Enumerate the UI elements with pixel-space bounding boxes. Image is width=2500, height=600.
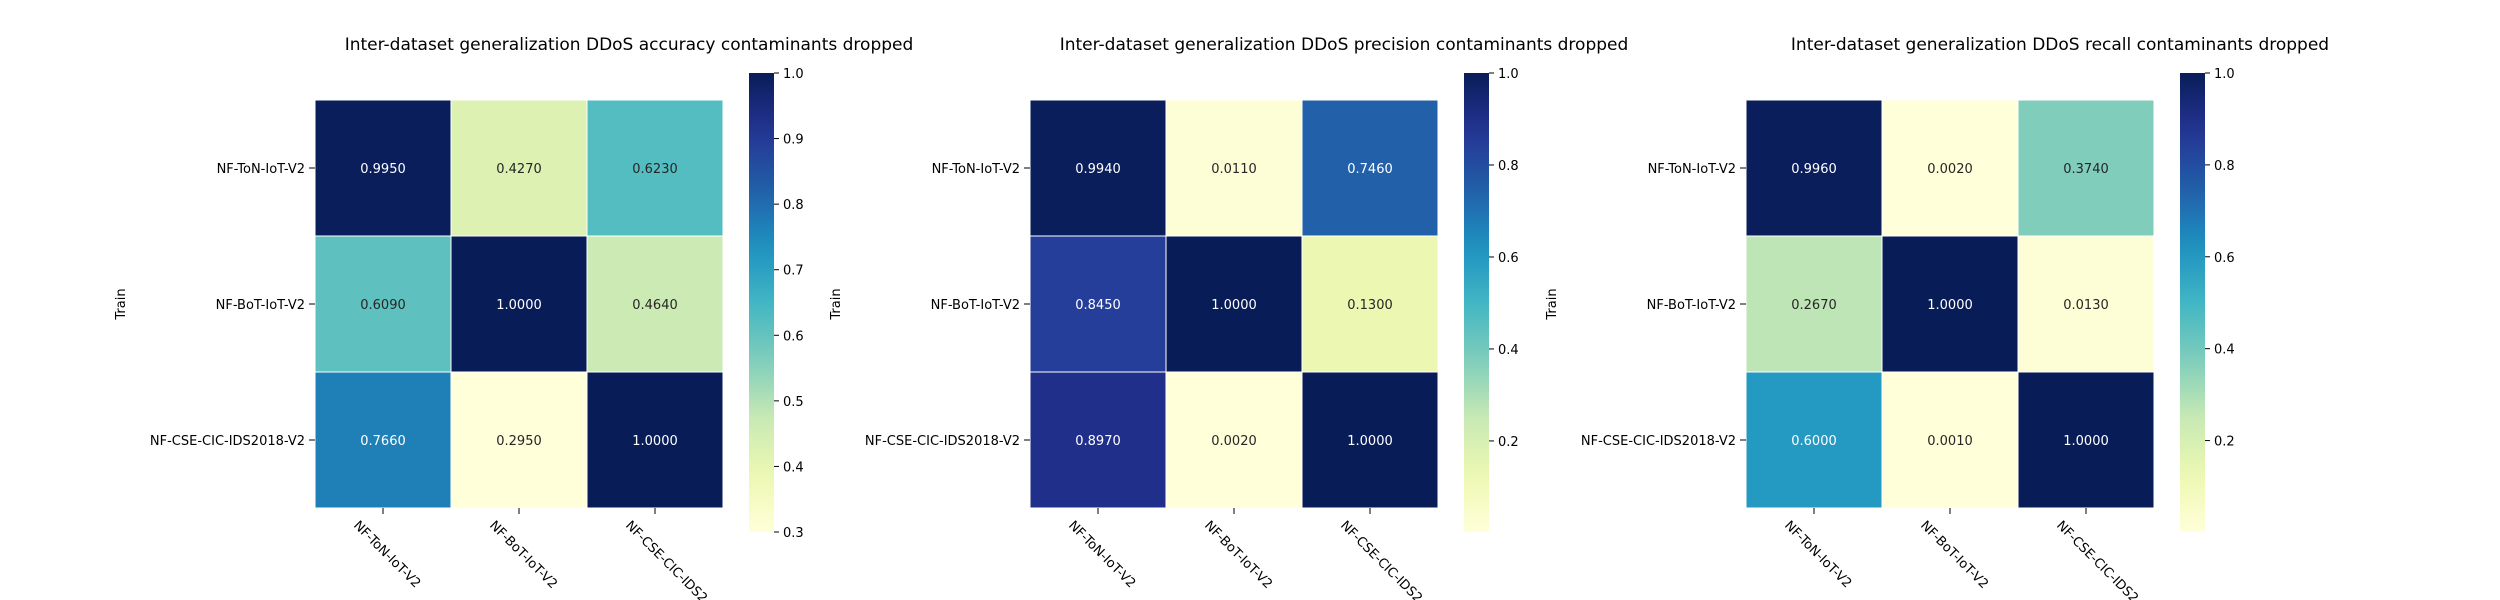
cell-value-label: 0.6090 [360, 298, 406, 313]
chart-title: Inter-dataset generalization DDoS precis… [1060, 35, 1629, 55]
cell-value-label: 1.0000 [1347, 434, 1393, 449]
cell-value-label: 0.2670 [1791, 298, 1837, 313]
cell-value-label: 0.9950 [360, 162, 406, 177]
heatmap-cell [1881, 235, 2019, 373]
y-axis-label: Train [829, 288, 844, 320]
cell-value-label: 0.2950 [496, 434, 542, 449]
heatmap-cell [2017, 235, 2155, 373]
heatmap-cell [1745, 99, 1883, 237]
y-tick-label: NF-BoT-IoT-V2 [216, 298, 305, 313]
y-tick-label: NF-ToN-IoT-V2 [932, 162, 1020, 177]
cell-value-label: 0.0010 [1927, 434, 1973, 449]
heatmap-cell [1301, 99, 1439, 237]
heatmap-cell [2017, 371, 2155, 509]
cell-value-label: 1.0000 [496, 298, 542, 313]
colorbar [749, 73, 774, 532]
colorbar-tick-label: 0.2 [1498, 435, 1519, 450]
colorbar-tick-label: 0.4 [783, 460, 804, 475]
colorbar-tick-label: 0.6 [2214, 251, 2235, 266]
heatmap-cell [586, 99, 724, 237]
cell-value-label: 0.3740 [2063, 162, 2109, 177]
colorbar-tick-label: 1.0 [1498, 67, 1519, 82]
colorbar-tick-label: 0.9 [783, 133, 804, 148]
cell-value-label: 0.1300 [1347, 298, 1393, 313]
heatmap-panel-1: Inter-dataset generalization DDoS accura… [114, 35, 913, 600]
cell-value-label: 0.0020 [1927, 162, 1973, 177]
x-tick-label: NF-CSE-CIC-IDS2 [1337, 518, 1425, 600]
heatmap-cell [1881, 99, 2019, 237]
cell-value-label: 1.0000 [2063, 434, 2109, 449]
colorbar-tick-label: 0.2 [2214, 435, 2235, 450]
colorbar-tick-label: 0.3 [783, 526, 804, 541]
heatmap-cell [1029, 371, 1167, 509]
colorbar-tick-label: 1.0 [783, 67, 804, 82]
y-axis-label: Train [114, 288, 129, 320]
colorbar-tick-label: 0.4 [2214, 343, 2235, 358]
chart-title: Inter-dataset generalization DDoS recall… [1791, 35, 2329, 55]
y-tick-label: NF-ToN-IoT-V2 [1648, 162, 1736, 177]
cell-value-label: 1.0000 [1927, 298, 1973, 313]
heatmap-cell [586, 235, 724, 373]
x-tick-label: NF-BoT-IoT-V2 [1917, 518, 1991, 592]
cell-value-label: 0.8970 [1075, 434, 1121, 449]
y-axis-label: Train [1545, 288, 1560, 320]
cell-value-label: 0.9960 [1791, 162, 1837, 177]
cell-value-label: 0.9940 [1075, 162, 1121, 177]
heatmap-cell [1881, 371, 2019, 509]
cell-value-label: 0.7660 [360, 434, 406, 449]
cell-value-label: 0.6230 [632, 162, 678, 177]
cell-value-label: 1.0000 [632, 434, 678, 449]
heatmap-cell [1165, 99, 1303, 237]
colorbar-tick-label: 0.8 [1498, 159, 1519, 174]
x-tick-label: NF-BoT-IoT-V2 [1201, 518, 1275, 592]
x-tick-label: NF-ToN-IoT-V2 [1781, 518, 1854, 591]
heatmap-cell [1301, 235, 1439, 373]
y-tick-label: NF-CSE-CIC-IDS2018-V2 [1581, 434, 1736, 449]
cell-value-label: 0.4270 [496, 162, 542, 177]
y-tick-label: NF-BoT-IoT-V2 [1647, 298, 1736, 313]
y-tick-label: NF-ToN-IoT-V2 [217, 162, 305, 177]
chart-title: Inter-dataset generalization DDoS accura… [345, 35, 914, 55]
cell-value-label: 1.0000 [1211, 298, 1257, 313]
cell-value-label: 0.0020 [1211, 434, 1257, 449]
y-tick-label: NF-CSE-CIC-IDS2018-V2 [150, 434, 305, 449]
x-tick-label: NF-ToN-IoT-V2 [1065, 518, 1138, 591]
x-tick-label: NF-CSE-CIC-IDS2 [622, 518, 710, 600]
heatmap-cell [2017, 99, 2155, 237]
cell-value-label: 0.6000 [1791, 434, 1837, 449]
heatmap-cell [450, 235, 588, 373]
colorbar-tick-label: 0.4 [1498, 343, 1519, 358]
colorbar-tick-label: 0.8 [2214, 159, 2235, 174]
y-tick-label: NF-BoT-IoT-V2 [931, 298, 1020, 313]
colorbar-tick-label: 1.0 [2214, 67, 2235, 82]
cell-value-label: 0.8450 [1075, 298, 1121, 313]
colorbar-tick-label: 0.8 [783, 198, 804, 213]
x-tick-label: NF-BoT-IoT-V2 [486, 518, 560, 592]
colorbar-tick-label: 0.7 [783, 264, 804, 279]
y-tick-label: NF-CSE-CIC-IDS2018-V2 [865, 434, 1020, 449]
colorbar-tick-label: 0.5 [783, 395, 804, 410]
colorbar-tick-label: 0.6 [783, 329, 804, 344]
x-tick-label: NF-CSE-CIC-IDS2 [2053, 518, 2141, 600]
cell-value-label: 0.0110 [1211, 162, 1257, 177]
heatmap-cell [314, 99, 452, 237]
x-tick-label: NF-ToN-IoT-V2 [350, 518, 423, 591]
cell-value-label: 0.4640 [632, 298, 678, 313]
heatmap-cell [450, 371, 588, 509]
heatmap-panel-2: Inter-dataset generalization DDoS precis… [829, 35, 1628, 600]
heatmap-panel-3: Inter-dataset generalization DDoS recall… [1545, 35, 2329, 600]
cell-value-label: 0.7460 [1347, 162, 1393, 177]
colorbar [1464, 73, 1489, 532]
colorbar [2180, 73, 2205, 532]
cell-value-label: 0.0130 [2063, 298, 2109, 313]
heatmap-cell [450, 99, 588, 237]
colorbar-tick-label: 0.6 [1498, 251, 1519, 266]
heatmap-cell [314, 235, 452, 373]
heatmap-cell [1301, 371, 1439, 509]
